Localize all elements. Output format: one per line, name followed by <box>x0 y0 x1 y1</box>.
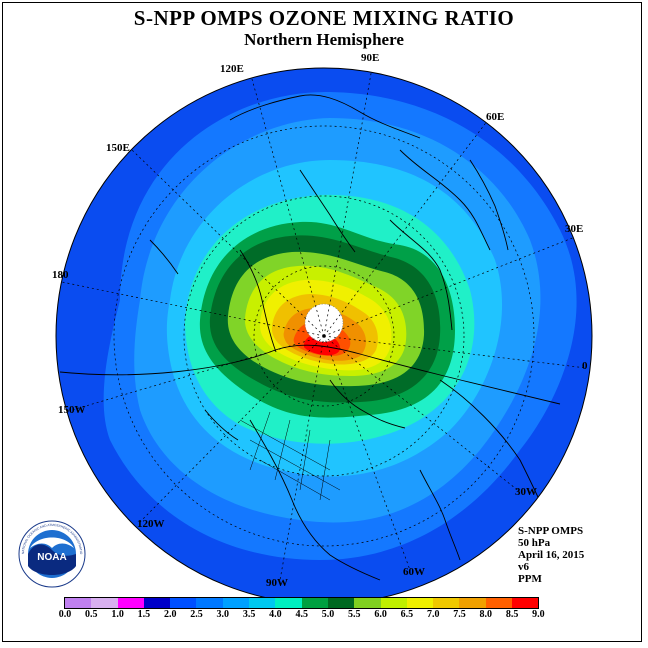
colorbar-tick-label: 4.0 <box>269 609 282 620</box>
colorbar-segment <box>459 598 486 608</box>
colorbar-segment <box>170 598 197 608</box>
colorbar-segment <box>512 598 539 608</box>
lon-label-90w: 90W <box>266 577 288 589</box>
state-borders <box>239 411 341 501</box>
colorbar-tick-label: 7.5 <box>453 609 466 620</box>
colorbar-segment <box>301 598 328 608</box>
colorbar-tick-label: 9.0 <box>532 609 545 620</box>
colorbar-tick-label: 0.5 <box>85 609 98 620</box>
colorbar-segment <box>275 598 302 608</box>
lon-label-120w: 120W <box>137 518 165 530</box>
colorbar <box>64 597 540 609</box>
colorbar-tick-label: 3.5 <box>242 609 256 620</box>
colorbar-segment <box>354 598 381 608</box>
info-units: PPM <box>518 573 542 585</box>
lon-label-90e: 90E <box>361 52 380 64</box>
colorbar-tick-label: 6.5 <box>400 609 414 620</box>
info-date: April 16, 2015 <box>518 549 585 561</box>
ozone-field <box>56 68 592 604</box>
colorbar-tick-label: 2.5 <box>190 609 203 620</box>
info-instrument: S-NPP OMPS <box>518 525 584 537</box>
lon-label-150e: 150E <box>106 142 130 154</box>
colorbar-tick-label: 3.0 <box>216 609 230 620</box>
noaa-logo-text: NOAA <box>37 552 66 563</box>
map-title: S-NPP OMPS OZONE MIXING RATIO <box>133 6 515 30</box>
colorbar-segment <box>485 598 513 608</box>
colorbar-tick-label: 8.5 <box>505 609 519 620</box>
colorbar-segment <box>380 598 407 608</box>
lon-label-0: 0 <box>582 360 588 372</box>
lon-label-60w: 60W <box>403 566 425 578</box>
colorbar-tick-label: 4.5 <box>295 609 308 620</box>
product-info: S-NPP OMPS 50 hPa April 16, 2015 v6 PPM <box>518 525 584 585</box>
colorbar-tick-label: 8.0 <box>479 609 493 620</box>
graticule <box>61 68 587 581</box>
colorbar-segment <box>327 598 355 608</box>
colorbar-segment <box>433 598 460 608</box>
lon-label-60e: 60E <box>486 111 505 123</box>
colorbar-segment <box>249 598 276 608</box>
colorbar-segment <box>196 598 223 608</box>
lon-label-120e: 120E <box>220 63 244 75</box>
colorbar-segment <box>406 598 434 608</box>
info-version: v6 <box>518 561 529 573</box>
info-level: 50 hPa <box>518 537 551 549</box>
lon-label-30e: 30E <box>565 223 584 235</box>
map-subtitle: Northern Hemisphere <box>244 30 404 49</box>
colorbar-tick-label: 1.0 <box>111 609 124 620</box>
colorbar-tick-label: 7.0 <box>426 609 440 620</box>
lon-label-150w: 150W <box>58 404 86 416</box>
colorbar-tick-label: 5.5 <box>348 609 361 620</box>
colorbar-segment <box>143 598 171 608</box>
colorbar-segment <box>91 598 118 608</box>
colorbar-segment <box>65 598 92 608</box>
colorbar-tick-label: 2.0 <box>163 609 177 620</box>
colorbar-segment <box>117 598 144 608</box>
lon-label-180: 180 <box>52 269 69 281</box>
colorbar-tick-label: 6.0 <box>374 609 387 620</box>
colorbar-tick-label: 5.0 <box>321 609 335 620</box>
noaa-logo: NOAA NATIONAL OCEANIC AND ATMOSPHERIC AD… <box>18 520 86 588</box>
colorbar-tick-label: 1.5 <box>137 609 151 620</box>
lon-label-30w: 30W <box>515 486 537 498</box>
colorbar-tick-label: 0.0 <box>58 609 72 620</box>
colorbar-segment <box>222 598 250 608</box>
